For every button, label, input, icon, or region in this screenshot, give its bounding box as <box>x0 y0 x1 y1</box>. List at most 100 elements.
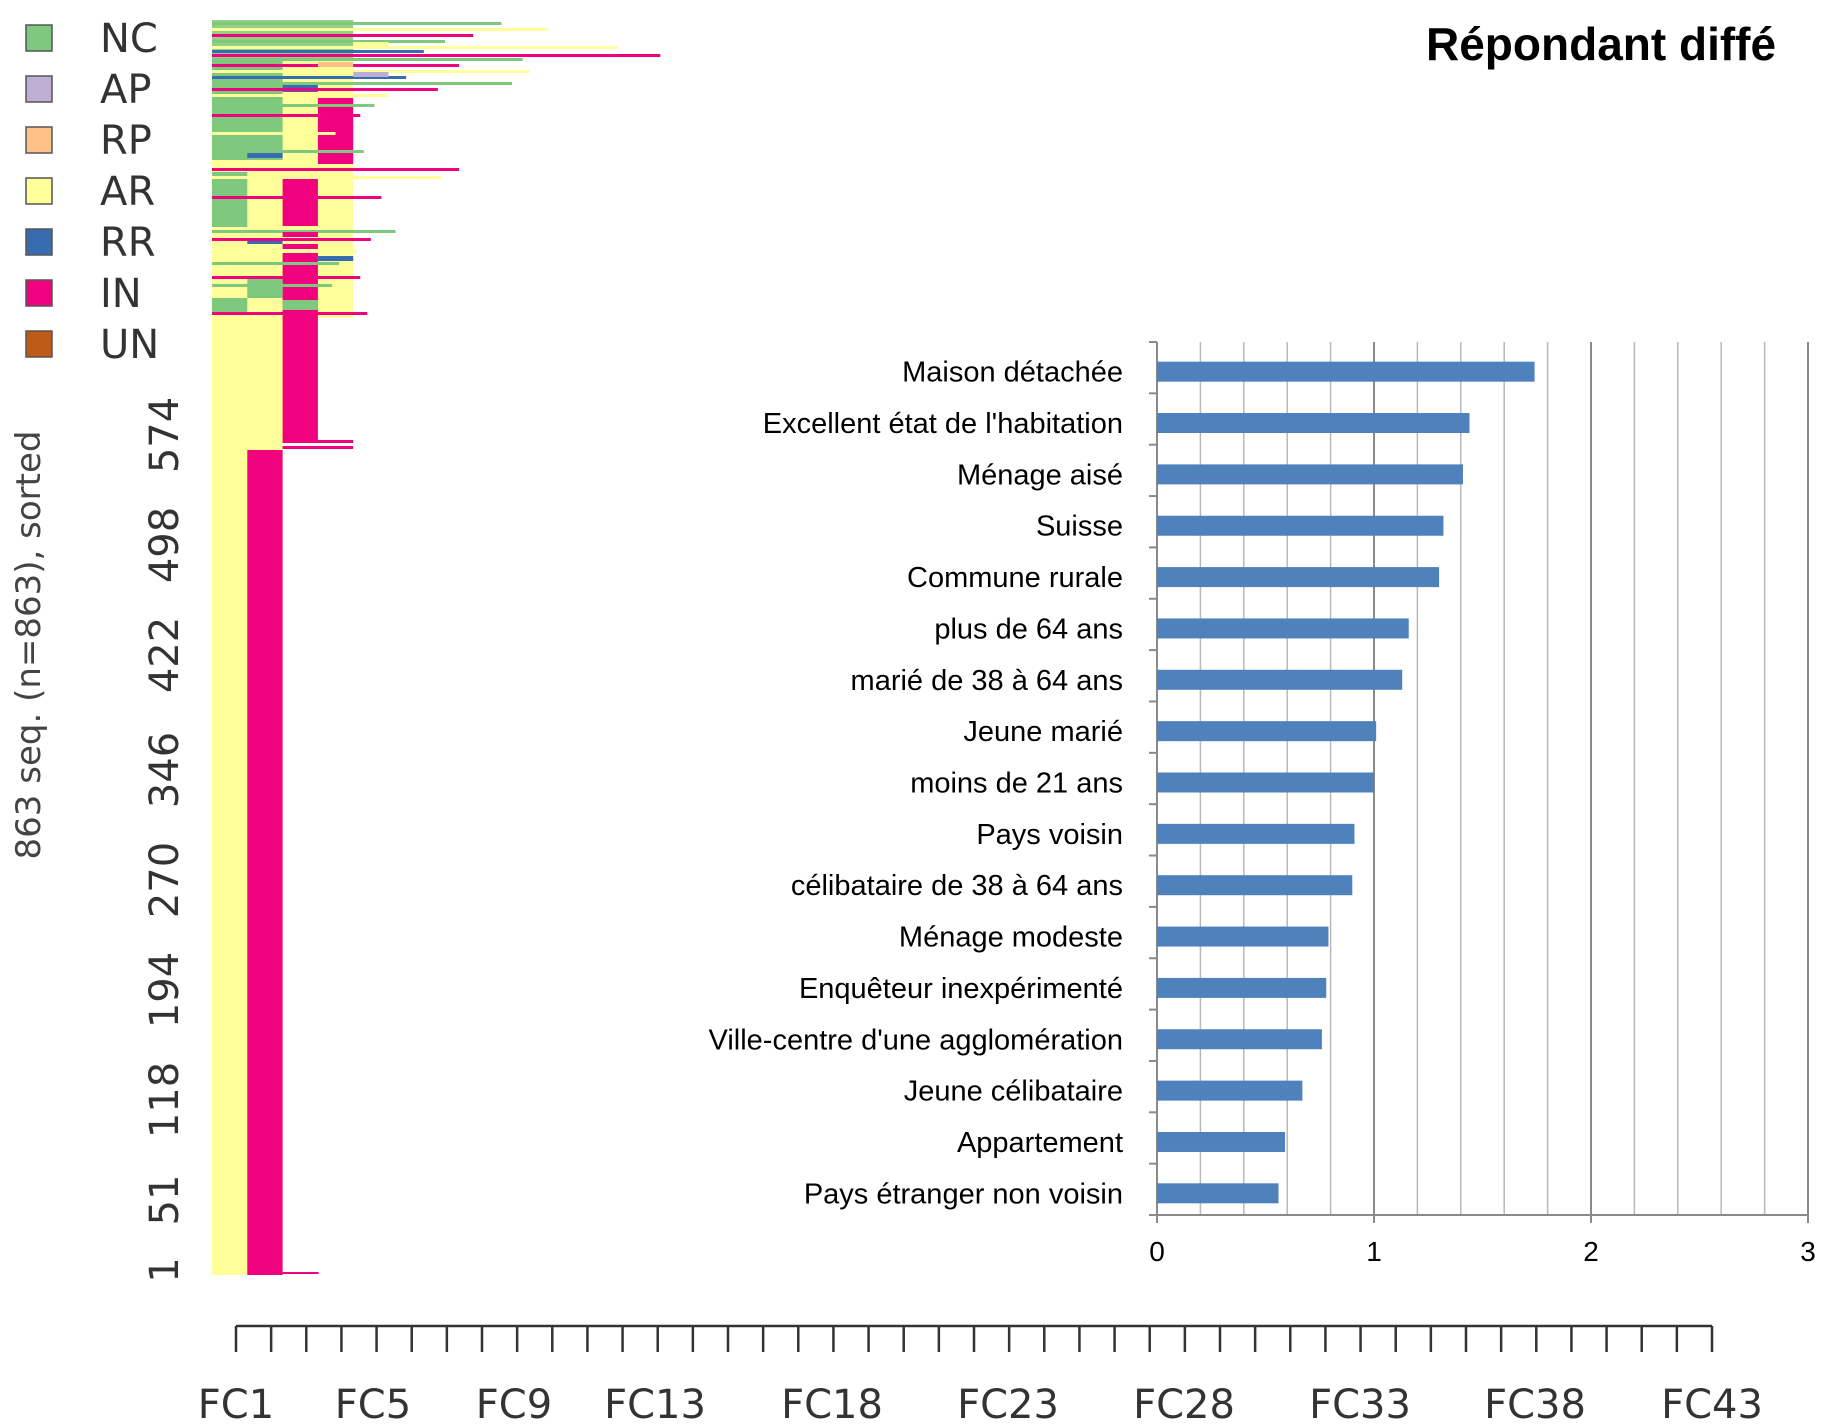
seq-trace <box>212 238 371 241</box>
y-tick-label: 346 <box>142 732 188 808</box>
category-label: Suisse <box>1036 511 1123 543</box>
legend-swatch-rp <box>25 126 53 154</box>
legend-swatch-in <box>25 279 53 307</box>
bar <box>1157 515 1444 536</box>
seq-trace <box>212 82 513 85</box>
seq-trace <box>212 70 530 73</box>
legend-label-un: UN <box>100 322 159 368</box>
seq-trace <box>212 250 357 253</box>
seq-trace <box>212 176 442 179</box>
legend-label-in: IN <box>100 271 142 317</box>
sequence-axes: 863 seq. (n=863), sorted 1 51 118 194 270 346 4… <box>9 397 1763 1428</box>
category-label: Jeune célibataire <box>904 1076 1123 1108</box>
seq-trace <box>212 58 523 61</box>
legend-swatch-ar <box>25 177 53 205</box>
bar <box>1157 1183 1279 1204</box>
seq-trace <box>212 104 375 107</box>
y-tick-label: 51 <box>142 1175 188 1226</box>
state-legend: NC AP RP AR RR IN UN <box>25 16 159 368</box>
seq-block-accent <box>353 42 389 47</box>
bar <box>1157 977 1327 998</box>
bar <box>1157 823 1355 844</box>
x-tick-label: FC1 <box>198 1382 274 1428</box>
seq-trace <box>212 168 460 171</box>
seq-block-in-bottom <box>247 450 283 1275</box>
seq-block-rr <box>282 82 318 92</box>
bar <box>1157 464 1463 485</box>
bar <box>1157 618 1409 639</box>
category-label: moins de 21 ans <box>910 768 1123 800</box>
y-tick-label: 194 <box>142 952 188 1028</box>
bar <box>1157 926 1329 947</box>
seq-trace <box>212 40 445 43</box>
y-tick-label: 422 <box>142 617 188 693</box>
seq-block-nc <box>212 298 248 312</box>
seq-block-nc <box>282 300 318 310</box>
legend-swatch-nc <box>25 24 53 52</box>
y-axis-label: 863 seq. (n=863), sorted <box>9 431 49 860</box>
category-label: Pays étranger non voisin <box>804 1178 1123 1210</box>
bar <box>1157 721 1377 742</box>
x-tick-label: 2 <box>1583 1236 1599 1267</box>
seq-block-ar-bottom <box>212 450 248 1275</box>
seq-trace <box>212 88 438 91</box>
seq-trace <box>212 276 361 279</box>
seq-trace <box>212 230 396 233</box>
bar <box>1157 1131 1286 1152</box>
y-tick-label: 498 <box>142 507 188 583</box>
category-label: Ménage modeste <box>899 922 1123 954</box>
seq-trace <box>212 262 340 265</box>
category-label: Enquêteur inexpérimenté <box>799 973 1123 1005</box>
bar <box>1157 875 1353 896</box>
category-label: Excellent état de l'habitation <box>763 408 1123 440</box>
y-tick-label: 118 <box>142 1062 188 1138</box>
seq-block-accent <box>282 244 318 249</box>
x-tick-label: FC33 <box>1309 1382 1411 1428</box>
x-tick-label: FC28 <box>1133 1382 1235 1428</box>
seq-block-in <box>282 176 318 226</box>
seq-block-in <box>317 98 354 164</box>
seq-block-in-middle <box>282 318 318 440</box>
bar <box>1157 413 1470 434</box>
seq-trace <box>212 114 361 117</box>
seq-trace <box>212 132 336 135</box>
bar <box>1157 1029 1322 1050</box>
legend-swatch-ap <box>25 75 53 103</box>
seq-block-rr <box>247 150 283 158</box>
y-tick-label: 1 <box>142 1257 188 1282</box>
category-label: Jeune marié <box>963 716 1123 748</box>
legend-label-rr: RR <box>100 220 156 266</box>
bar-chart: Maison détachée Excellent état de l'habit… <box>709 18 1816 1267</box>
seq-trace <box>212 54 661 57</box>
bar <box>1157 772 1374 793</box>
seq-trace <box>212 22 502 25</box>
category-label: Ville-centre d'une agglomération <box>709 1024 1123 1056</box>
category-label: marié de 38 à 64 ans <box>851 665 1123 697</box>
category-label: Ménage aisé <box>957 459 1123 491</box>
category-label: Appartement <box>957 1127 1123 1159</box>
x-tick-label: FC13 <box>604 1382 706 1428</box>
bar <box>1157 361 1535 382</box>
y-tick-label: 574 <box>142 397 188 473</box>
x-tick-label: FC23 <box>957 1382 1059 1428</box>
legend-swatch-un <box>25 330 53 358</box>
seq-trace <box>212 34 474 37</box>
x-tick-label: FC5 <box>335 1382 411 1428</box>
seq-trace <box>212 76 407 79</box>
bar <box>1157 669 1403 690</box>
seq-block-ar-middle <box>212 318 283 450</box>
x-tick-label: FC38 <box>1484 1382 1586 1428</box>
category-label: plus de 64 ans <box>934 613 1123 645</box>
seq-block-accent <box>317 256 354 261</box>
seq-trace <box>212 284 333 287</box>
seq-block-nc <box>212 172 248 227</box>
x-tick-label: FC43 <box>1661 1382 1763 1428</box>
chart-title: Répondant diffé <box>1426 18 1776 70</box>
x-tick-label: 3 <box>1800 1236 1816 1267</box>
seq-block-accent <box>353 72 389 77</box>
x-tick-label: 1 <box>1366 1236 1382 1267</box>
seq-block-accent <box>317 62 354 67</box>
seq-trace <box>212 28 548 31</box>
legend-label-nc: NC <box>100 16 158 62</box>
